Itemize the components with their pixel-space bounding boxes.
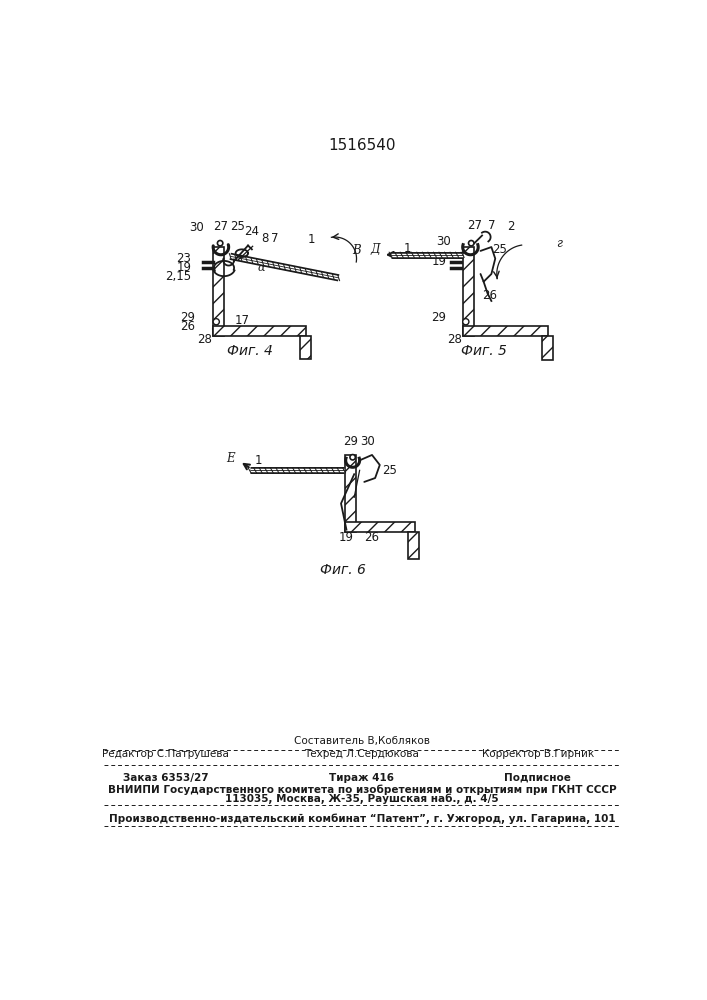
Polygon shape	[462, 247, 474, 336]
Text: 7: 7	[271, 232, 278, 245]
Polygon shape	[345, 455, 356, 532]
Polygon shape	[213, 247, 224, 336]
Polygon shape	[213, 326, 306, 336]
Text: 30: 30	[436, 235, 450, 248]
Text: Корректор В.Гирник: Корректор В.Гирник	[481, 749, 594, 759]
Text: 2: 2	[507, 220, 515, 233]
Text: 26: 26	[365, 531, 380, 544]
Text: 29: 29	[343, 435, 358, 448]
Text: 8: 8	[262, 232, 269, 245]
Text: ВНИИПИ Государственного комитета по изобретениям и открытиям при ГКНТ СССР: ВНИИПИ Государственного комитета по изоб…	[107, 785, 617, 795]
Polygon shape	[462, 326, 548, 336]
Text: Заказ 6353/27: Заказ 6353/27	[123, 773, 209, 783]
Text: 28: 28	[197, 333, 212, 346]
Text: Тираж 416: Тираж 416	[329, 773, 395, 783]
Text: г: г	[556, 237, 563, 250]
Text: 27: 27	[467, 219, 482, 232]
Text: Редактор С.Патрушева: Редактор С.Патрушева	[103, 749, 229, 759]
Polygon shape	[345, 522, 414, 532]
Text: 29: 29	[431, 311, 446, 324]
Text: α: α	[257, 263, 265, 273]
Text: 19: 19	[431, 255, 446, 268]
Text: 1: 1	[308, 233, 315, 246]
Text: 2,15: 2,15	[165, 270, 192, 283]
Text: 1516540: 1516540	[328, 138, 396, 153]
Text: B: B	[352, 244, 361, 257]
Text: Фиг. 6: Фиг. 6	[320, 563, 366, 577]
Text: Д: Д	[370, 243, 380, 256]
Text: 26: 26	[482, 289, 497, 302]
Text: 26: 26	[180, 320, 195, 333]
Text: 17: 17	[234, 314, 250, 327]
Text: E: E	[226, 452, 235, 465]
Text: 30: 30	[360, 435, 375, 448]
Text: 1: 1	[255, 454, 262, 467]
Text: 25: 25	[491, 243, 506, 256]
Text: 27: 27	[213, 220, 228, 233]
Polygon shape	[542, 336, 553, 360]
Text: 30: 30	[189, 221, 204, 234]
Text: Техред Л.Сердюкова: Техред Л.Сердюкова	[305, 749, 419, 759]
Circle shape	[350, 455, 356, 460]
Polygon shape	[300, 336, 311, 359]
Text: Производственно-издательский комбинат “Патент”, г. Ужгород, ул. Гагарина, 101: Производственно-издательский комбинат “П…	[109, 813, 615, 824]
Text: 29: 29	[180, 311, 195, 324]
Text: 28: 28	[447, 333, 462, 346]
Text: 1: 1	[404, 242, 411, 255]
Text: 19: 19	[339, 531, 354, 544]
Text: Подписное: Подписное	[504, 773, 571, 783]
Text: Составитель В,Кобляков: Составитель В,Кобляков	[294, 736, 430, 746]
Circle shape	[213, 319, 219, 325]
Text: 19: 19	[176, 261, 191, 274]
Text: 24: 24	[244, 225, 259, 238]
Circle shape	[218, 241, 223, 246]
Circle shape	[462, 319, 469, 325]
Text: 25: 25	[382, 464, 397, 477]
Text: 23: 23	[176, 252, 191, 265]
Text: 25: 25	[230, 220, 245, 233]
Text: 7: 7	[488, 219, 495, 232]
Text: 113035, Москва, Ж-35, Раушская наб., д. 4/5: 113035, Москва, Ж-35, Раушская наб., д. …	[225, 794, 498, 804]
Polygon shape	[409, 532, 419, 559]
Text: Фиг. 5: Фиг. 5	[461, 344, 506, 358]
Text: Фиг. 4: Фиг. 4	[227, 344, 272, 358]
Circle shape	[469, 241, 474, 246]
